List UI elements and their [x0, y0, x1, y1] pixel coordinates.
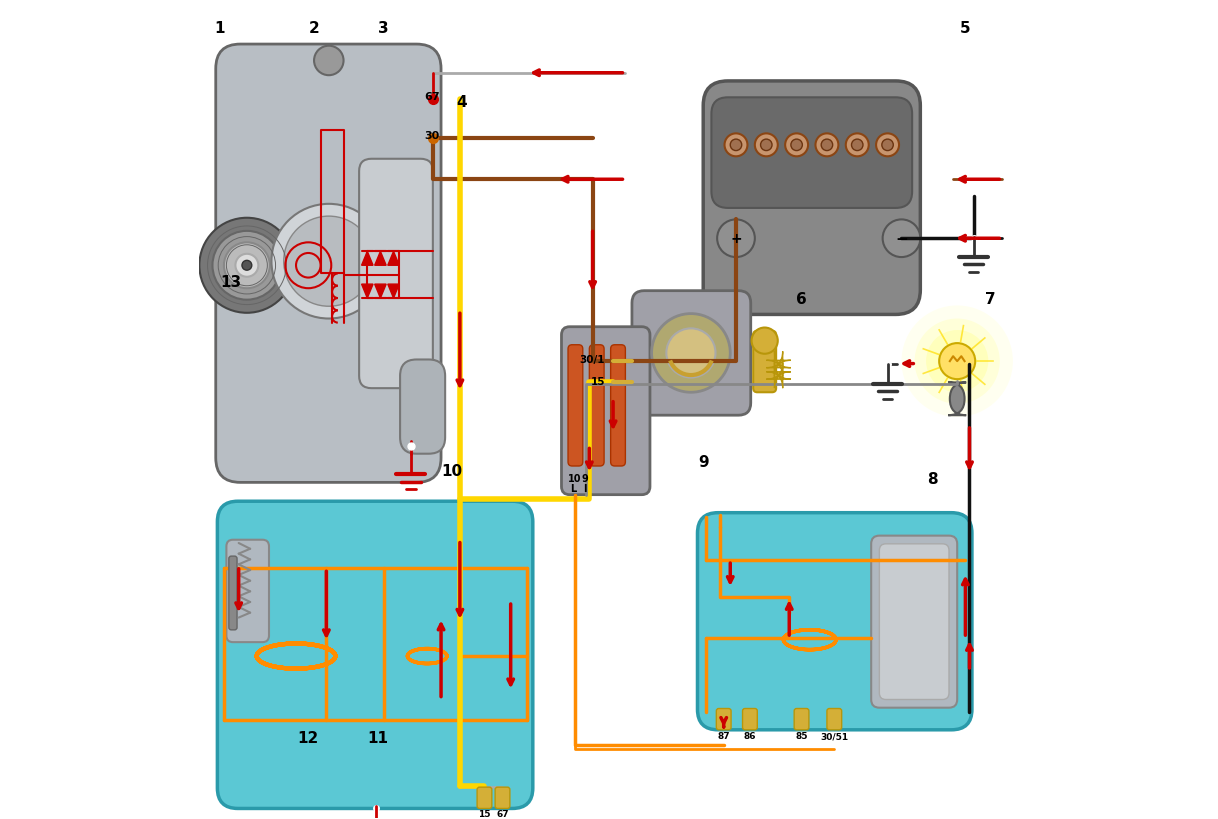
FancyBboxPatch shape: [610, 346, 625, 467]
Circle shape: [821, 140, 833, 152]
Circle shape: [725, 134, 748, 157]
Circle shape: [314, 47, 343, 76]
Circle shape: [212, 232, 281, 301]
Text: 67: 67: [425, 92, 440, 102]
Circle shape: [786, 134, 808, 157]
FancyBboxPatch shape: [879, 544, 949, 699]
FancyBboxPatch shape: [590, 346, 604, 467]
Circle shape: [901, 306, 1013, 418]
Circle shape: [242, 261, 252, 271]
Circle shape: [755, 134, 778, 157]
Circle shape: [284, 217, 374, 307]
Text: I: I: [583, 483, 587, 494]
Circle shape: [883, 220, 921, 258]
FancyBboxPatch shape: [794, 708, 809, 730]
Text: 15: 15: [479, 809, 491, 818]
FancyBboxPatch shape: [217, 501, 532, 808]
FancyBboxPatch shape: [477, 787, 492, 808]
FancyBboxPatch shape: [716, 708, 731, 730]
Polygon shape: [375, 285, 386, 299]
Text: L: L: [570, 483, 576, 494]
FancyBboxPatch shape: [698, 513, 972, 730]
Circle shape: [235, 255, 258, 278]
Text: 10: 10: [441, 463, 463, 478]
FancyBboxPatch shape: [561, 328, 650, 495]
FancyBboxPatch shape: [711, 98, 912, 209]
FancyBboxPatch shape: [948, 383, 966, 416]
Polygon shape: [362, 285, 373, 299]
Polygon shape: [387, 285, 400, 299]
Text: 30/51: 30/51: [820, 731, 849, 740]
Circle shape: [851, 140, 864, 152]
Text: 9: 9: [698, 455, 709, 470]
FancyBboxPatch shape: [496, 787, 510, 808]
Circle shape: [790, 140, 803, 152]
Text: 15: 15: [591, 376, 605, 387]
FancyBboxPatch shape: [743, 708, 758, 730]
Text: 12: 12: [297, 731, 318, 745]
FancyBboxPatch shape: [216, 45, 441, 482]
Circle shape: [272, 205, 386, 319]
FancyBboxPatch shape: [227, 540, 269, 642]
Polygon shape: [387, 252, 400, 266]
Circle shape: [915, 319, 1000, 405]
FancyBboxPatch shape: [568, 346, 582, 467]
Circle shape: [224, 243, 270, 289]
Text: +: +: [730, 232, 742, 246]
Circle shape: [845, 134, 868, 157]
FancyBboxPatch shape: [871, 536, 957, 708]
FancyBboxPatch shape: [827, 708, 842, 730]
Text: 6: 6: [797, 292, 806, 306]
FancyBboxPatch shape: [229, 556, 238, 630]
FancyBboxPatch shape: [359, 160, 432, 389]
Circle shape: [752, 328, 778, 355]
Text: 86: 86: [744, 731, 756, 740]
Text: 2: 2: [308, 21, 319, 36]
Circle shape: [717, 220, 755, 258]
Text: 11: 11: [368, 731, 389, 745]
Text: 10: 10: [568, 473, 581, 484]
Text: 8: 8: [927, 471, 938, 486]
Circle shape: [652, 314, 731, 393]
Circle shape: [926, 331, 988, 393]
Text: 87: 87: [717, 731, 730, 740]
Text: −: −: [895, 232, 907, 247]
FancyBboxPatch shape: [703, 82, 921, 315]
Text: 3: 3: [379, 21, 389, 36]
Circle shape: [876, 134, 899, 157]
FancyBboxPatch shape: [766, 352, 790, 378]
Text: 4: 4: [457, 95, 466, 110]
Circle shape: [760, 140, 772, 152]
Polygon shape: [362, 252, 373, 266]
Text: 1: 1: [214, 21, 225, 36]
Circle shape: [816, 134, 838, 157]
FancyBboxPatch shape: [766, 364, 790, 389]
Circle shape: [731, 140, 742, 152]
Polygon shape: [375, 252, 386, 266]
Circle shape: [939, 344, 976, 380]
FancyBboxPatch shape: [753, 332, 776, 393]
Text: 67: 67: [496, 809, 509, 818]
Circle shape: [666, 329, 715, 378]
FancyBboxPatch shape: [632, 292, 750, 416]
Circle shape: [882, 140, 893, 152]
FancyBboxPatch shape: [400, 360, 445, 455]
Text: 30: 30: [425, 131, 440, 141]
Text: 85: 85: [795, 731, 808, 740]
Text: 5: 5: [960, 21, 971, 36]
Text: 7: 7: [984, 292, 995, 306]
Text: 9: 9: [582, 473, 588, 484]
Circle shape: [200, 219, 295, 314]
Text: 30/1: 30/1: [580, 355, 605, 364]
Text: 13: 13: [220, 275, 241, 290]
